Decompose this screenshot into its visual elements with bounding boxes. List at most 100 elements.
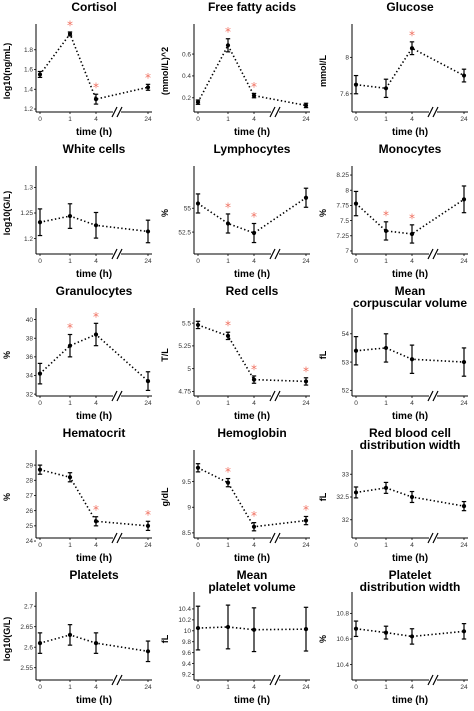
y-tick-label: 10.4 <box>336 662 349 669</box>
axis-break-mark <box>274 390 281 402</box>
x-tick-label: 0 <box>38 258 42 265</box>
x-tick-label: 24 <box>460 258 468 265</box>
axis-break-mark <box>427 674 434 686</box>
significance-star: * <box>383 208 389 222</box>
data-point <box>145 85 151 90</box>
chart-title: Mean <box>237 568 268 582</box>
x-tick-label: 4 <box>94 542 98 549</box>
y-tick-label: 32.5 <box>336 494 349 501</box>
y-tick-label: 7.6 <box>340 91 349 98</box>
series-line <box>355 627 465 638</box>
y-tick-label: 36 <box>26 354 34 361</box>
data-point <box>383 485 389 490</box>
y-tick-label: 10.4 <box>178 606 191 613</box>
x-axis-label: time (h) <box>234 695 270 706</box>
x-tick-label: 0 <box>38 684 42 691</box>
y-tick-label: 9.2 <box>182 672 191 679</box>
data-point <box>383 228 389 234</box>
x-tick-label: 1 <box>384 684 388 691</box>
axis-break-mark <box>432 248 439 260</box>
chart-title: corpuscular volume <box>353 296 467 310</box>
x-tick-label: 0 <box>38 116 42 123</box>
data-point <box>409 357 415 362</box>
x-tick-label: 4 <box>410 116 414 123</box>
x-tick-label: 0 <box>354 400 358 407</box>
y-tick-label: 7 <box>345 248 349 255</box>
data-point <box>461 359 467 365</box>
x-tick-label: 24 <box>302 684 310 691</box>
chart-title: Free fatty acids <box>208 0 296 14</box>
x-axis-label: time (h) <box>392 553 428 564</box>
chart-title: Hematocrit <box>63 426 126 440</box>
data-point <box>383 630 389 635</box>
data-point <box>461 197 467 202</box>
x-axis-label: time (h) <box>234 553 270 564</box>
significance-star: * <box>251 80 257 94</box>
x-axis-label: time (h) <box>392 127 428 138</box>
data-point <box>145 378 151 384</box>
y-tick-label: 27 <box>26 493 34 500</box>
data-point <box>225 221 231 226</box>
data-point <box>67 632 73 637</box>
x-tick-label: 1 <box>68 684 72 691</box>
chart-panel: Glucose 7.6 8 0 1 4 24 mmol/L time (h) * <box>318 0 468 138</box>
series-line <box>197 197 307 234</box>
y-axis-label: % <box>2 351 12 359</box>
x-tick-label: 0 <box>196 684 200 691</box>
significance-star: * <box>409 211 415 225</box>
x-tick-label: 4 <box>410 684 414 691</box>
series-line <box>39 634 149 653</box>
chart-title: Lymphocytes <box>214 142 291 156</box>
data-point <box>383 345 389 351</box>
axis-break-mark <box>269 674 276 686</box>
data-point <box>225 480 231 485</box>
x-tick-label: 1 <box>384 400 388 407</box>
chart-title: Monocytes <box>379 142 442 156</box>
series-line <box>355 198 465 235</box>
x-tick-label: 0 <box>38 400 42 407</box>
data-point <box>195 100 201 105</box>
axis-break-mark <box>116 106 123 118</box>
data-point <box>225 333 231 338</box>
series-line <box>197 43 307 107</box>
axis-break-mark <box>116 532 123 544</box>
y-tick-label: 5.5 <box>182 320 191 327</box>
axis-break-mark <box>274 248 281 260</box>
y-tick-label: 40 <box>26 317 34 324</box>
series-line <box>39 468 149 527</box>
axis-break-mark <box>427 106 434 118</box>
data-point <box>93 332 99 337</box>
chart-title: Red blood cell <box>369 426 451 440</box>
y-tick-label: 1.6 <box>24 67 33 74</box>
x-tick-label: 24 <box>460 116 468 123</box>
x-axis-label: time (h) <box>234 411 270 422</box>
y-tick-label: 1.8 <box>24 47 33 54</box>
significance-star: * <box>67 321 73 335</box>
significance-star: * <box>145 71 151 85</box>
x-tick-label: 24 <box>302 116 310 123</box>
chart-panel: Red cells 4.75 5 5.25 5.5 0 1 4 24 T/L time (h) * * * <box>160 284 310 422</box>
data-point <box>251 377 257 382</box>
data-point <box>353 348 359 353</box>
series-line <box>355 47 465 90</box>
chart-panel: White cells 1.2 1.25 1.3 0 1 4 24 log10(G/L) time… <box>2 142 152 280</box>
data-point <box>409 231 415 237</box>
y-tick-label: 0.6 <box>182 51 191 58</box>
y-tick-label: 52.5 <box>178 229 191 236</box>
data-point <box>93 223 99 228</box>
significance-star: * <box>251 362 257 376</box>
y-axis-label: fL <box>318 350 328 359</box>
axis-break-mark <box>432 390 439 402</box>
data-point <box>383 86 389 91</box>
data-point <box>93 97 99 102</box>
y-tick-label: 8 <box>345 187 349 194</box>
significance-star: * <box>145 508 151 522</box>
y-tick-label: 10.6 <box>336 636 349 643</box>
y-tick-label: 1.4 <box>24 86 33 93</box>
data-point <box>303 627 309 632</box>
y-tick-label: 34 <box>26 373 34 380</box>
data-point <box>353 201 359 206</box>
y-tick-label: 8.25 <box>336 172 349 179</box>
